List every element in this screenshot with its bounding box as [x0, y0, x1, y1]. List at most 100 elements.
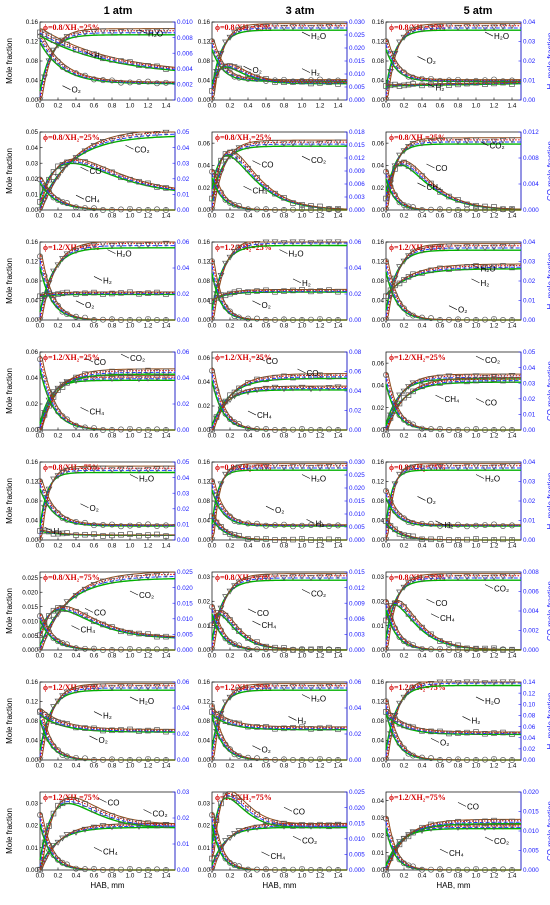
model-curve-h2o-2 [385, 467, 521, 535]
x-tick-label: 0.6 [436, 213, 445, 220]
data-point-ch4 [482, 867, 488, 873]
y-tick-label: 0.16 [198, 239, 211, 246]
data-point-ch4 [464, 866, 470, 873]
data-point-o2 [491, 756, 497, 762]
data-point-h2o [418, 683, 426, 690]
data-point-h2 [136, 62, 142, 68]
model-curve-co2-1 [211, 145, 347, 202]
data-point-h2o [50, 704, 57, 711]
data-point-co2 [481, 825, 489, 831]
data-point-co [405, 611, 412, 617]
model-curve-h2-2 [211, 65, 347, 89]
data-point-h2 [410, 533, 416, 540]
model-curve-ch4-4 [211, 603, 347, 651]
right-y-tick-label: 0.003 [349, 632, 365, 639]
data-point-o2 [118, 79, 124, 86]
data-point-co [163, 822, 169, 829]
data-point-co2 [135, 376, 143, 383]
model-curve-h2o-2 [211, 27, 347, 96]
data-point-h2 [308, 288, 314, 295]
data-point-o2 [455, 316, 461, 323]
data-point-ch4 [154, 426, 160, 433]
data-point-h2 [145, 727, 151, 734]
data-point-h2 [335, 726, 341, 733]
data-point-h2o [217, 481, 225, 488]
species-pointer [84, 357, 94, 363]
y-tick-label: 0.02 [198, 403, 211, 410]
data-point-co [272, 819, 278, 826]
data-point-co2 [153, 375, 161, 381]
model-curve-ch4-2 [39, 616, 175, 651]
data-point-h2 [410, 724, 416, 731]
species-label: O₂ [427, 56, 436, 65]
species-label: CO₂ [494, 837, 509, 846]
right-y-tick-label: 0.002 [177, 82, 193, 89]
y-axis-label: Mole fraction [5, 368, 14, 414]
data-point-h2o [45, 486, 53, 493]
data-point-h2o [135, 242, 143, 249]
right-y-tick-label: 0.008 [523, 569, 539, 576]
y-axis-label: Mole fraction [5, 698, 14, 744]
right-y-tick-label: 0.12 [523, 690, 536, 697]
data-point-co [73, 798, 79, 804]
data-point-h2o [325, 684, 333, 690]
data-point-ch4 [37, 613, 43, 619]
data-point-co2 [226, 835, 234, 842]
data-point-co [482, 203, 488, 210]
model-curve-co-1 [39, 609, 176, 639]
data-point-ch4 [254, 206, 260, 213]
data-point-co [109, 368, 115, 375]
plot-frame [385, 461, 522, 541]
data-point-co2 [41, 636, 48, 643]
data-point-co [473, 202, 479, 209]
data-point-co [491, 204, 497, 210]
data-point-h2o [280, 464, 288, 471]
data-point-h2 [154, 727, 160, 733]
data-point-h2o [244, 243, 252, 250]
model-curve-co2-2 [385, 826, 521, 869]
data-point-co [419, 624, 425, 631]
data-point-h2o [253, 464, 261, 471]
data-point-ch4 [482, 207, 488, 213]
species-label: O₂ [72, 86, 81, 95]
data-point-ch4 [145, 207, 151, 213]
data-point-h2 [145, 63, 151, 69]
panel-r3-c1: 0.0 0.2 0.4 0.6 0.8 1.0 1.2 1.40.000.040.080.12… [5, 239, 190, 329]
data-point-h2 [91, 51, 97, 57]
species-label: H₂O [139, 697, 154, 706]
species-pointer [252, 160, 261, 165]
data-point-co [231, 153, 238, 159]
data-point-co2 [499, 574, 507, 580]
data-point-h2o [231, 249, 238, 256]
data-point-h2o [436, 464, 444, 470]
data-point-o2 [326, 523, 332, 529]
data-point-ch4 [437, 426, 443, 432]
species-pointer [480, 141, 489, 146]
right-y-tick-label: 0.005 [349, 84, 365, 91]
data-point-o2 [118, 523, 124, 530]
data-point-h2 [136, 533, 142, 539]
x-tick-label: 0.4 [244, 213, 253, 220]
data-point-ch4 [500, 426, 506, 433]
x-tick-label: 0.2 [54, 763, 63, 770]
data-point-o2 [41, 272, 48, 279]
data-point-o2 [473, 317, 479, 323]
model-curve-co2-3 [385, 375, 522, 431]
data-point-ch4 [227, 859, 233, 866]
data-point-o2 [473, 757, 479, 763]
data-point-co [473, 819, 479, 825]
condition-label: ϕ=0.8/XΗ₂=75% [389, 463, 446, 472]
data-point-h2 [281, 288, 287, 294]
x-tick-label: 0.4 [72, 763, 81, 770]
right-y-tick-label: 0.00 [177, 427, 190, 434]
data-point-co [437, 380, 443, 386]
x-tick-label: 1.4 [508, 213, 517, 220]
right-y-tick-label: 0.002 [523, 628, 539, 635]
y-axis-label: Mole fraction [5, 258, 14, 304]
data-point-co [392, 166, 398, 172]
data-point-ch4 [163, 867, 169, 873]
data-point-ch4 [500, 866, 506, 873]
x-tick-label: 1.4 [162, 103, 171, 110]
data-point-co2 [334, 573, 342, 580]
y-tick-label: 0.02 [372, 185, 385, 192]
